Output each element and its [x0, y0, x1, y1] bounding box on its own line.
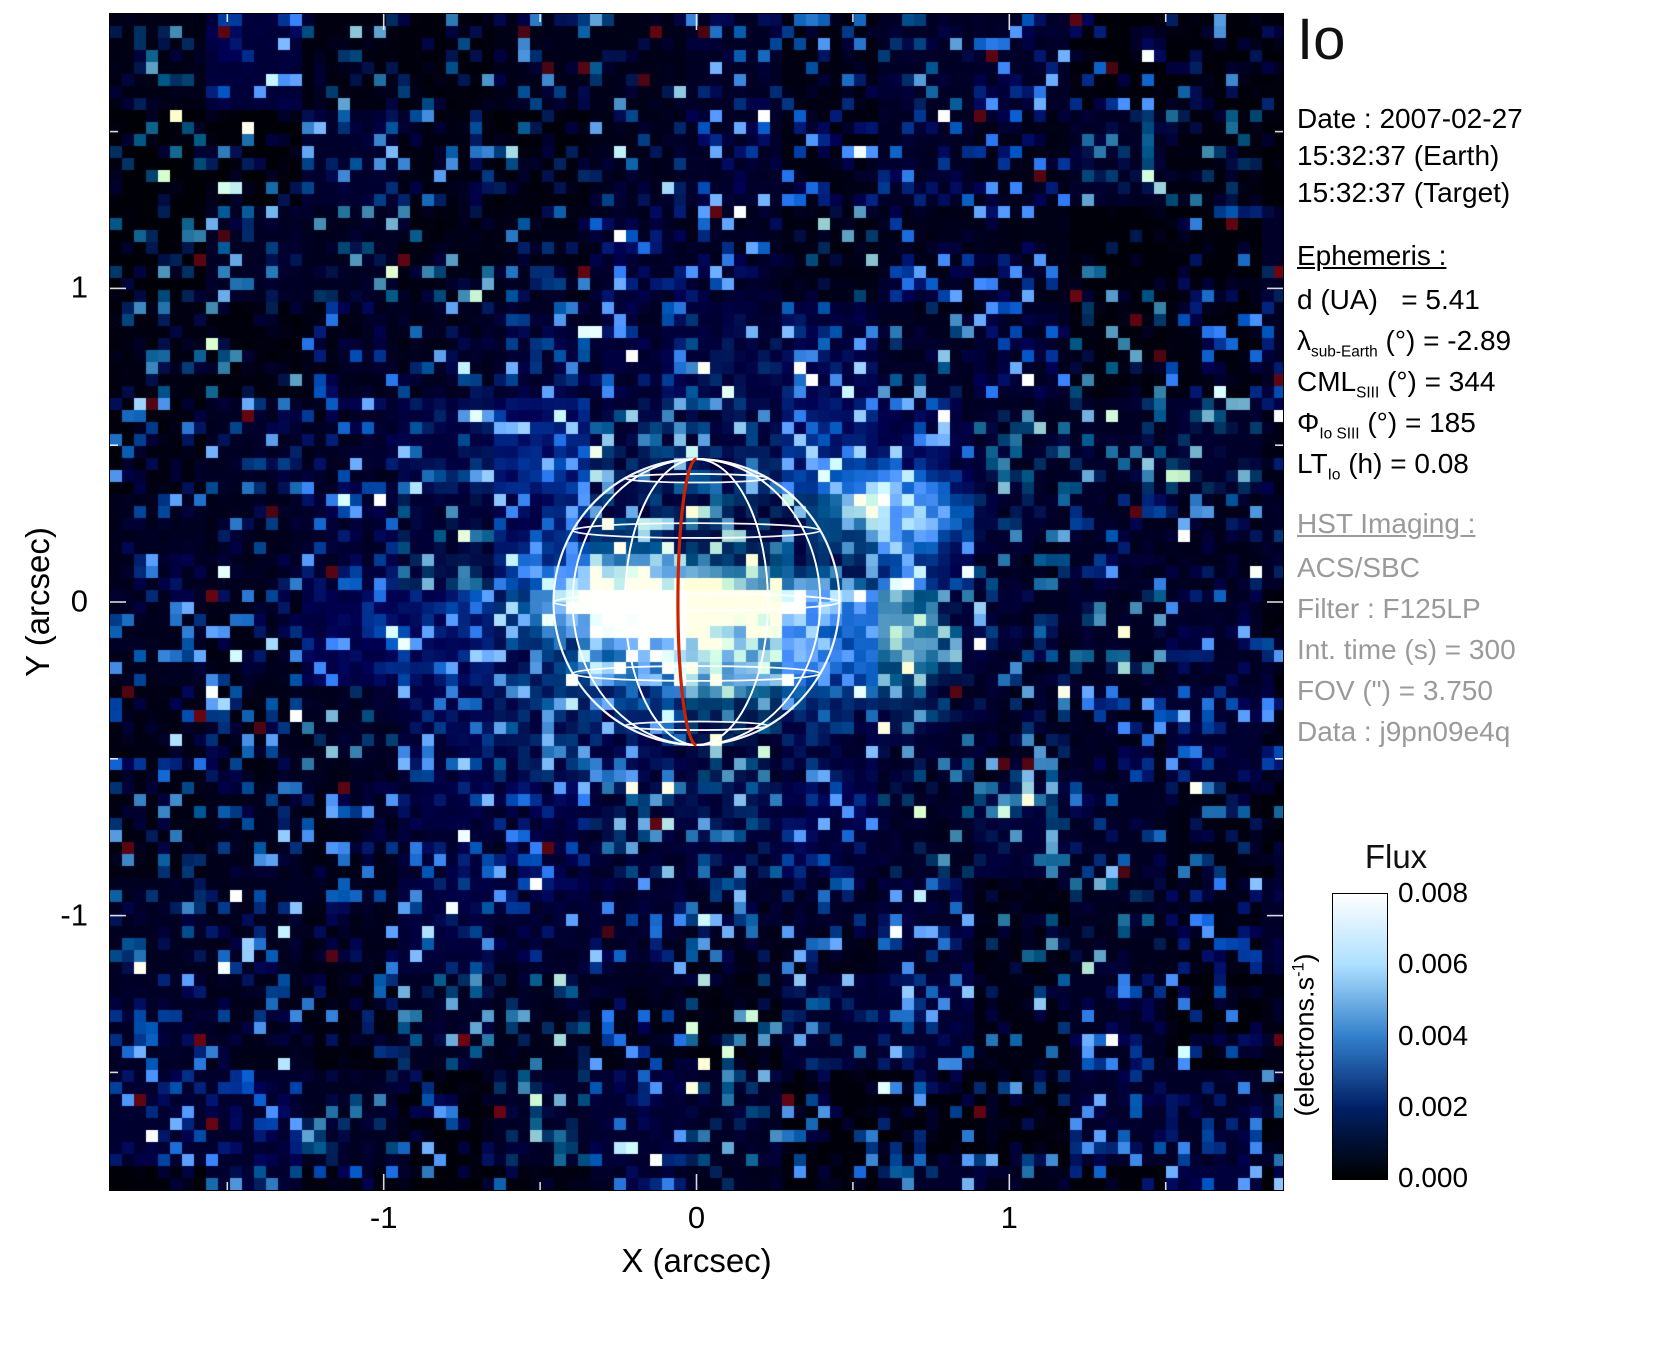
ephemeris-symbol: d (UA): [1297, 284, 1378, 315]
colorbar-unit-label: (electrons.s-1): [1290, 954, 1321, 1117]
ephemeris-subscript: sub-Earth: [1311, 343, 1378, 361]
ephemeris-row: ΦIo SIII (°) = 185: [1297, 407, 1511, 448]
ephemeris-symbol: Φ: [1297, 407, 1320, 438]
y-tick-label: -1: [60, 896, 88, 932]
ephemeris-subscript: SIII: [1356, 384, 1380, 402]
ephemeris-row: CMLSIII (°) = 344: [1297, 366, 1511, 407]
x-tick-label: 0: [687, 1200, 706, 1235]
date-line: Date : 2007-02-27: [1297, 103, 1523, 134]
axis-ticks-svg: [110, 14, 1283, 1190]
ephemeris-value: (h) = 0.08: [1340, 448, 1469, 479]
hst-imaging-block: HST Imaging : ACS/SBC Filter : F125LP In…: [1297, 508, 1516, 757]
sky-image-plot: [109, 13, 1284, 1191]
ephemeris-symbol: λ: [1297, 325, 1311, 356]
colorbar-unit-close: ): [1289, 953, 1320, 963]
colorbar-gradient: [1332, 893, 1388, 1180]
x-tick-label: 1: [1000, 1200, 1018, 1235]
ephemeris-subscript: Io: [1327, 466, 1341, 484]
ephemeris-row: λsub-Earth (°) = -2.89: [1297, 325, 1511, 366]
colorbar-unit-exponent: -1: [1289, 962, 1308, 977]
colorbar-title: Flux: [1364, 838, 1428, 875]
date-line: 15:32:37 (Earth): [1297, 140, 1500, 171]
io-globe-overlay: [552, 457, 841, 747]
y-tick-label: 1: [70, 269, 88, 305]
ephemeris-row: LTIo (h) = 0.08: [1297, 448, 1511, 489]
y-tick-labels: 1 0 -1: [0, 14, 100, 1190]
hst-row: FOV (") = 3.750: [1297, 675, 1493, 706]
ephemeris-value: = 5.41: [1377, 284, 1480, 315]
hst-row: ACS/SBC: [1297, 552, 1420, 583]
sky-image-canvas: [110, 14, 1283, 1190]
x-axis-title: X (arcsec): [621, 1242, 772, 1279]
colorbar-tick-label: 0.004: [1398, 1019, 1469, 1051]
x-tick-label: -1: [369, 1200, 398, 1235]
y-axis-title: Y (arcsec): [19, 527, 56, 677]
ephemeris-subscript: Io SIII: [1319, 425, 1360, 443]
ephemeris-row: d (UA) = 5.41: [1297, 284, 1511, 325]
colorbar-tick-label: 0.000: [1398, 1162, 1469, 1193]
page-title: Io: [1297, 7, 1346, 72]
date-block: Date : 2007-02-27 15:32:37 (Earth) 15:32…: [1297, 100, 1523, 211]
colorbar-tick-label: 0.006: [1398, 948, 1469, 980]
ephemeris-block: Ephemeris : d (UA) = 5.41 λsub-Earth (°)…: [1297, 240, 1511, 489]
ephemeris-value: (°) = -2.89: [1377, 325, 1512, 356]
ephemeris-heading: Ephemeris :: [1297, 240, 1447, 271]
ephemeris-symbol: CML: [1297, 366, 1357, 397]
hst-row: Int. time (s) = 300: [1297, 634, 1516, 665]
ephemeris-value: (°) = 185: [1359, 407, 1476, 438]
hst-row: Filter : F125LP: [1297, 593, 1481, 624]
y-tick-label: 0: [70, 583, 88, 619]
colorbar-unit-main: (electrons.s: [1289, 976, 1320, 1117]
colorbar-tick-labels: 0.008 0.006 0.004 0.002 0.000: [1398, 879, 1488, 1192]
ephemeris-value: (°) = 344: [1379, 366, 1496, 397]
ephemeris-symbol: LT: [1297, 448, 1328, 479]
x-tick-labels: -1 0 1: [110, 1200, 1283, 1240]
colorbar-tick-label: 0.008: [1398, 877, 1469, 908]
date-line: 15:32:37 (Target): [1297, 177, 1511, 208]
colorbar-tick-label: 0.002: [1398, 1090, 1469, 1122]
hst-imaging-heading: HST Imaging :: [1297, 508, 1476, 539]
hst-row: Data : j9pn09e4q: [1297, 716, 1511, 747]
